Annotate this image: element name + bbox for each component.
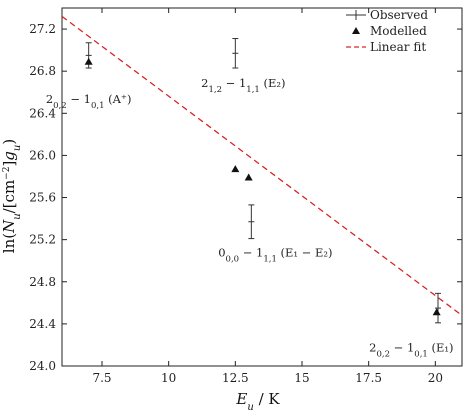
y-tick-label-3: 25.2 xyxy=(29,233,56,247)
modelled-point-3 xyxy=(432,308,441,316)
y-axis-title: ln(Nu/[cm−2]gu) xyxy=(0,139,23,253)
linear-fit-line xyxy=(62,15,462,316)
x-tick-label-1: 10 xyxy=(161,371,176,385)
chart-marks xyxy=(62,15,462,324)
annotation-2: 00,0 − 11,1 (E₁ − E₂) xyxy=(218,245,332,264)
x-axis: 7.5 10 12.5 15 17.5 20 xyxy=(92,8,443,385)
legend-linear-fit-label: Linear fit xyxy=(370,40,426,54)
y-tick-label-2: 24.8 xyxy=(29,275,56,289)
modelled-point-1 xyxy=(231,165,240,173)
annotation-0: 20,2 − 10,1 (A⁺) xyxy=(46,92,132,111)
modelled-point-0 xyxy=(84,57,93,65)
legend: Observed Modelled Linear fit xyxy=(346,8,428,54)
x-tick-label-0: 7.5 xyxy=(92,371,111,385)
y-tick-label-4: 25.6 xyxy=(29,191,56,205)
legend-item-modelled: Modelled xyxy=(352,24,427,38)
legend-modelled-marker xyxy=(352,27,360,34)
plot-frame xyxy=(61,7,463,367)
y-tick-label-5: 26.0 xyxy=(29,148,56,162)
x-tick-label-5: 20 xyxy=(428,371,443,385)
y-tick-label-0: 24.0 xyxy=(29,359,56,373)
annotation-1: 21,2 − 11,1 (E₂) xyxy=(201,76,285,95)
x-axis-title: Eu / K xyxy=(235,390,280,410)
y-tick-label-6: 26.4 xyxy=(29,106,56,120)
modelled-point-2 xyxy=(244,173,253,181)
annotations: 20,2 − 10,1 (A⁺) 21,2 − 11,1 (E₂) 00,0 − 1… xyxy=(46,76,454,359)
y-tick-label-1: 24.4 xyxy=(29,317,56,331)
y-tick-label-8: 27.2 xyxy=(29,22,56,36)
legend-observed-label: Observed xyxy=(370,8,428,22)
legend-item-linear-fit: Linear fit xyxy=(346,40,426,54)
legend-item-observed: Observed xyxy=(346,8,428,22)
y-axis: 24.0 24.4 24.8 25.2 25.6 26.0 26.4 26.8 27.2 xyxy=(29,22,462,373)
annotation-3: 20,2 − 10,1 (E₁) xyxy=(369,340,453,359)
y-tick-label-7: 26.8 xyxy=(29,64,56,78)
legend-modelled-label: Modelled xyxy=(370,24,427,38)
x-tick-label-4: 17.5 xyxy=(355,371,382,385)
plot-area xyxy=(61,7,463,367)
x-tick-label-3: 15 xyxy=(294,371,309,385)
x-tick-label-2: 12.5 xyxy=(222,371,249,385)
